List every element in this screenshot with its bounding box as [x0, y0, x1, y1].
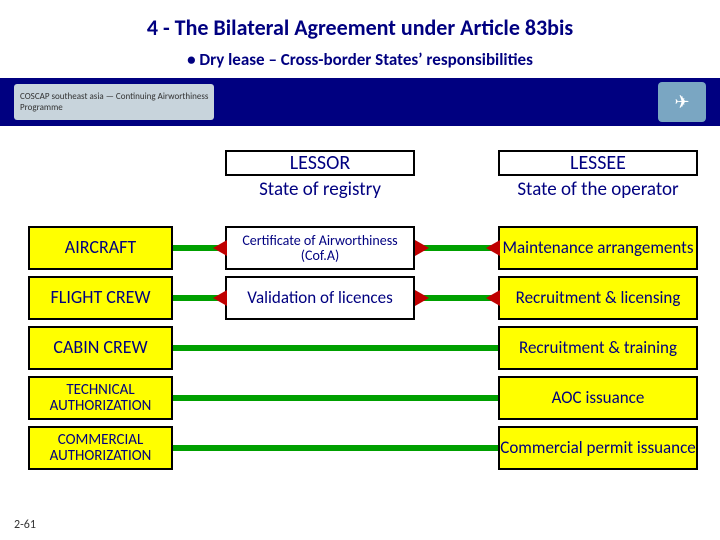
row-right: Commercial permit issuance — [498, 426, 698, 470]
row-left: FLIGHT CREW — [28, 276, 173, 320]
slide-subtitle: • Dry lease – Cross-border States’ respo… — [0, 41, 720, 70]
row-mid: Certificate of Airworthiness (Cof.A) — [225, 226, 415, 270]
row-right: Maintenance arrangements — [498, 226, 698, 270]
row-left: CABIN CREW — [28, 326, 173, 370]
row-right: Recruitment & licensing — [498, 276, 698, 320]
arrow-left-icon — [213, 240, 227, 256]
arrow-right-icon — [415, 240, 429, 256]
arrow-right-icon — [415, 290, 429, 306]
lessor-sub: State of registry — [225, 178, 415, 202]
brand-band: COSCAP southeast asia — Continuing Airwo… — [0, 78, 720, 126]
row-right: AOC issuance — [498, 376, 698, 420]
coscap-logo: COSCAP southeast asia — Continuing Airwo… — [14, 84, 214, 120]
slide-number: 2-61 — [14, 518, 36, 532]
row-left: AIRCRAFT — [28, 226, 173, 270]
lessor-title: LESSOR — [225, 150, 415, 176]
row-mid: Validation of licences — [225, 276, 415, 320]
lessee-title: LESSEE — [498, 150, 698, 176]
icao-logo: ✈ — [658, 82, 706, 122]
arrow-left-icon — [486, 290, 500, 306]
row-right: Recruitment & training — [498, 326, 698, 370]
diagram: LESSOR State of registry LESSEE State of… — [0, 150, 720, 510]
slide-title: 4 - The Bilateral Agreement under Articl… — [0, 0, 720, 41]
arrow-left-icon — [486, 240, 500, 256]
lessee-sub: State of the operator — [498, 178, 698, 202]
row-left: COMMERCIAL AUTHORIZATION — [28, 426, 173, 470]
arrow-left-icon — [213, 290, 227, 306]
row-left: TECHNICAL AUTHORIZATION — [28, 376, 173, 420]
